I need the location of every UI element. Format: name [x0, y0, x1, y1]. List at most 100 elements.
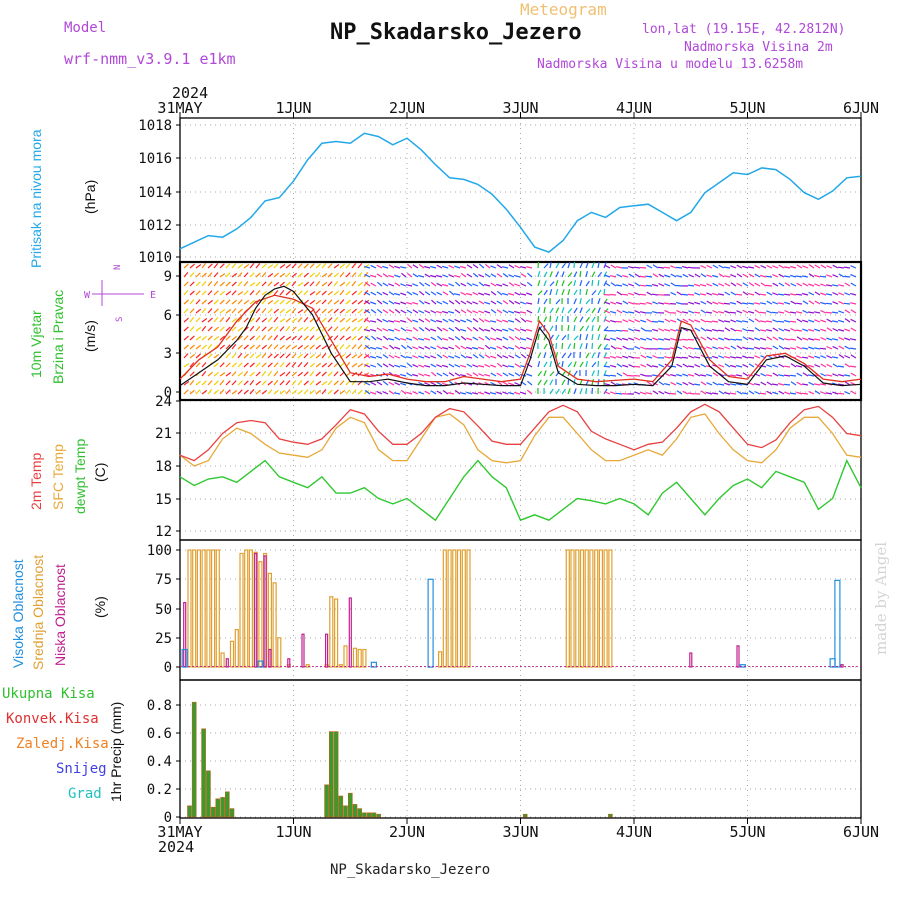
wind-barb — [369, 320, 377, 323]
wind-barb — [496, 391, 503, 395]
top-time-tick-label: 2JUN — [389, 99, 425, 117]
wind-barb — [819, 383, 827, 386]
wind-barb — [364, 389, 371, 395]
wind-barb — [333, 354, 340, 359]
wind-barb — [237, 380, 243, 386]
precip-bar — [229, 808, 235, 818]
wind-barb — [183, 381, 190, 386]
wind-barb — [573, 316, 578, 323]
wind-barb — [508, 310, 515, 314]
wind-barb — [844, 354, 851, 359]
wind-barb — [604, 391, 611, 395]
wind-barb — [669, 392, 677, 395]
wind-barb — [567, 378, 570, 386]
wind-barb — [249, 263, 255, 269]
wind-barb — [634, 319, 641, 323]
wind-barb — [615, 347, 623, 350]
footer-station: NP_Skadarsko_Jezero — [330, 862, 491, 878]
wind-barb — [465, 356, 473, 359]
precip-ytick-label: 0.8 — [147, 698, 172, 714]
wind-barb — [778, 390, 785, 395]
wind-barb — [225, 372, 232, 377]
wind-barb — [585, 387, 588, 395]
wind-barb — [801, 392, 809, 395]
wind-barb — [376, 264, 383, 269]
coords-label: lon,lat (19.15E, 42.2812N) — [642, 22, 846, 37]
wind-barb — [537, 290, 543, 296]
wind-barb — [273, 353, 279, 359]
wind-barb — [670, 319, 677, 323]
wind-barb — [766, 364, 773, 368]
wind-barb — [826, 274, 833, 278]
wind-barb — [652, 264, 659, 269]
wind-barb — [573, 307, 578, 314]
wind-barb — [615, 284, 623, 287]
wind-barb — [796, 355, 803, 359]
wind-barb — [754, 355, 761, 359]
wind-barb — [706, 373, 713, 377]
wind-barb — [796, 372, 803, 377]
wind-barb — [448, 300, 455, 305]
wind-barb — [579, 297, 582, 305]
wind-barb — [814, 328, 821, 332]
precip-bar — [333, 731, 339, 818]
wind-barb — [831, 284, 839, 287]
wind-barb — [195, 290, 201, 296]
wind-barb — [357, 263, 363, 269]
wind-barb — [814, 390, 821, 395]
wind-barb — [808, 337, 815, 341]
wind-barb — [321, 263, 327, 269]
wind-barb — [663, 266, 671, 269]
wind-barb — [400, 382, 407, 386]
wind-barb — [682, 318, 689, 323]
wind-barb — [501, 266, 509, 269]
wind-barb — [351, 389, 357, 395]
wind-barb — [478, 281, 485, 287]
wind-barb — [694, 372, 701, 377]
wind-barb — [453, 293, 461, 296]
wind-barb — [724, 337, 731, 341]
wind-barb — [201, 335, 207, 341]
wind-barb — [724, 346, 731, 350]
wind-barb — [195, 272, 201, 278]
wind-barb — [820, 337, 827, 341]
wind-barb — [772, 301, 779, 305]
wind-barb — [388, 337, 395, 341]
wind-barb — [652, 337, 659, 341]
wind-barb — [207, 389, 213, 395]
wind-barb — [616, 266, 623, 269]
wind-barb — [448, 363, 455, 368]
wind-barb — [502, 355, 509, 359]
wind-barb — [603, 271, 608, 278]
wind-barb — [231, 272, 238, 278]
wind-barb — [567, 343, 572, 350]
wind-barb — [825, 284, 833, 287]
wind-barb — [712, 320, 719, 323]
wind-barb — [526, 373, 533, 377]
wind-barb — [455, 281, 461, 287]
wind-barb — [808, 390, 815, 395]
wind-barb — [484, 363, 491, 368]
wind-barb — [838, 365, 845, 368]
wind-barb — [597, 343, 602, 350]
wind-barb — [370, 291, 377, 296]
wind-barb — [219, 372, 226, 377]
wind-barb — [207, 290, 213, 296]
wind-barb — [585, 289, 588, 296]
wind-barb — [376, 381, 383, 386]
bottom-time-tick-label: 2JUN — [389, 823, 425, 841]
wind-barb — [279, 335, 285, 341]
wind-barb — [303, 353, 309, 359]
wind-barb — [478, 373, 485, 377]
wind-barb — [844, 381, 851, 386]
wind-barb — [783, 275, 791, 278]
wind-barb — [567, 325, 570, 332]
wind-barb — [585, 325, 590, 332]
wind-barb — [430, 346, 437, 350]
wind-barb — [437, 335, 443, 341]
wind-barb — [466, 318, 473, 323]
wind-barb — [189, 344, 195, 350]
wind-barb — [219, 273, 226, 278]
wind-barb — [736, 390, 743, 395]
wind-barb — [345, 326, 351, 332]
